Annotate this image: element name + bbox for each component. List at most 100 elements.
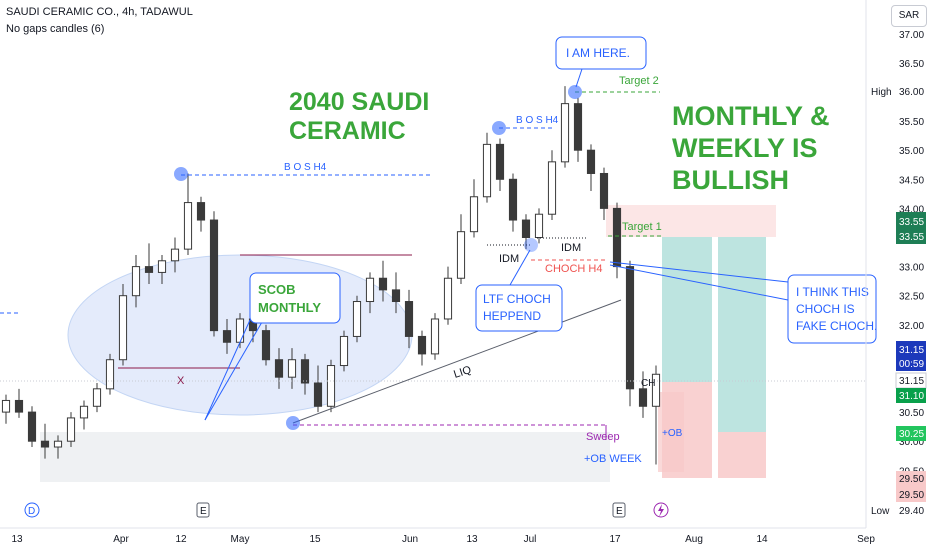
candle-down (274, 359, 284, 378)
candle-down (196, 202, 206, 221)
price-axis: 37.0036.5036.0035.5035.0034.5034.0033.50… (865, 0, 924, 528)
price-tick-label: 30.00 (899, 437, 924, 448)
swing-high-peak (568, 85, 582, 99)
swing-ltf-choch (524, 238, 538, 252)
candle-down (300, 359, 310, 384)
candle-up (443, 277, 453, 320)
dividend-marker (24, 502, 40, 518)
idm-label-1: IDM (499, 253, 519, 265)
candle-down (495, 143, 505, 180)
scob-line1: SCOB (258, 282, 296, 297)
svg-text:E: E (200, 506, 207, 517)
candle-up (469, 196, 479, 233)
price-tick-label: 30.50 (899, 408, 924, 419)
price-tick-label: 37.00 (899, 30, 924, 41)
candles (1, 86, 661, 465)
ch-label: CH (641, 378, 655, 389)
candle-down (625, 266, 635, 390)
bullish-line1: MONTHLY & (672, 101, 830, 131)
callout-scob: SCOB MONTHLY (249, 272, 341, 324)
candle-up (651, 373, 661, 407)
time-axis: 13 Apr 12 May 15 Jun 13 Jul 17 Aug 14 Sep (0, 527, 875, 545)
candle-down (222, 330, 232, 343)
candle-up (157, 260, 167, 273)
ob-label: +OB (662, 428, 683, 439)
time-tick-label: 14 (756, 534, 768, 545)
time-tick-label: Sep (857, 534, 875, 545)
candle-down (586, 149, 596, 174)
swing-low-liq (286, 416, 300, 430)
ob-small (658, 392, 684, 472)
countdown: 00:59 (899, 359, 924, 370)
earnings-marker-2 (612, 502, 626, 518)
candle-up (352, 301, 362, 337)
choch-label: CHOCH H4 (545, 263, 602, 275)
time-tick-label: Apr (113, 534, 129, 545)
candle-up (430, 318, 440, 355)
currency-button[interactable]: SAR (891, 5, 927, 27)
labels: B O S H4 B O S H4 Target 2 Target 1 IDM … (177, 75, 683, 465)
price-tick-label: 35.50 (899, 117, 924, 128)
ltf-choch-line2: HEPPEND (483, 309, 541, 323)
bid-price: 31.10 (899, 391, 924, 402)
price-tick-label: 36.50 (899, 59, 924, 70)
fake-choch-line2: CHOCH IS (796, 302, 855, 316)
candle-down (27, 411, 37, 442)
candle-up (482, 143, 492, 198)
candle-up (326, 365, 336, 407)
bos-left-label: B O S H4 (284, 162, 327, 173)
time-tick-label: 17 (609, 534, 621, 545)
time-tick-label: May (231, 534, 250, 545)
svg-text:D: D (28, 506, 35, 517)
price-tick-label: 33.00 (899, 263, 924, 274)
sl-zone-2 (718, 432, 766, 478)
candle-down (14, 399, 24, 413)
candle-down (417, 335, 427, 355)
ob-week-zone-right (410, 432, 610, 482)
candle-down (378, 277, 388, 291)
currency-label: SAR (898, 10, 920, 21)
target2-label: Target 2 (619, 75, 659, 87)
chart-subtitle: No gaps candles (6) (6, 23, 105, 35)
fake-choch-line3: FAKE CHOCH. (796, 319, 877, 333)
candle-up (235, 318, 245, 343)
ltf-choch-line1: LTF CHOCH (483, 292, 551, 306)
candle-down (508, 178, 518, 221)
candle-up (66, 417, 76, 442)
price-tick-label: 34.00 (899, 204, 924, 215)
sweep-label: Sweep (586, 431, 620, 443)
low-label: Low (871, 506, 890, 517)
bullish-line3: BULLISH (672, 165, 789, 195)
target-top-price: 33.55 (899, 217, 924, 228)
ob-week-label: +OB WEEK (584, 453, 642, 465)
last-price: 31.15 (899, 345, 924, 356)
structure-lines (0, 91, 866, 440)
time-tick-label: Jun (402, 534, 418, 545)
price-tick-label: 32.50 (899, 292, 924, 303)
candle-up (118, 295, 128, 361)
candle-up (456, 231, 466, 279)
bullish-line2: WEEKLY IS (672, 133, 818, 163)
candle-down (313, 382, 323, 407)
sl-price-1: 29.50 (899, 474, 924, 485)
earnings-marker-1 (196, 502, 210, 518)
ob-week-zone (40, 432, 410, 482)
swing-points (174, 85, 582, 430)
sl-price-2: 29.50 (899, 490, 924, 501)
candle-up (170, 248, 180, 262)
candle-down (638, 388, 648, 407)
last-price-2: 31.15 (899, 376, 924, 387)
candle-down (261, 330, 271, 361)
candle-down (404, 301, 414, 337)
price-tick-label: 35.00 (899, 146, 924, 157)
price-badges: High 36.00 33.55 33.55 31.15 00:59 31.15… (871, 84, 927, 517)
candle-down (391, 289, 401, 303)
callout-ltf-choch: LTF CHOCH HEPPEND (475, 284, 563, 332)
target1-label: Target 1 (622, 221, 662, 233)
candle-up (339, 335, 349, 367)
price-tick-label: 34.50 (899, 175, 924, 186)
target1-supply-zone (606, 205, 776, 237)
candle-down (573, 103, 583, 151)
chart-title: SAUDI CERAMIC CO., 4h, TADAWUL (6, 6, 193, 18)
